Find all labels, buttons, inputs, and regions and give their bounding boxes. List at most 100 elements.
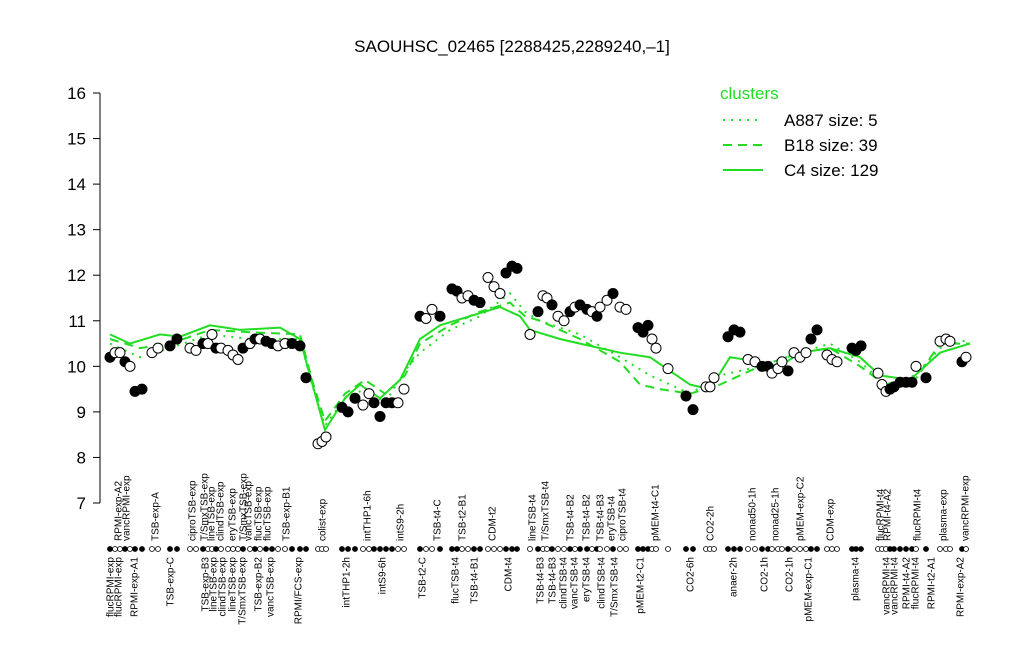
rug-mark bbox=[213, 546, 219, 552]
rug-mark bbox=[465, 546, 471, 552]
point bbox=[831, 356, 843, 368]
x-label-top: nonad50-1h bbox=[748, 488, 759, 541]
y-tick-label: 8 bbox=[77, 448, 86, 467]
point bbox=[136, 383, 148, 395]
x-label-bottom: flucRPMI-exp bbox=[106, 557, 117, 617]
y-tick-label: 10 bbox=[67, 357, 86, 376]
rug-mark bbox=[112, 546, 118, 552]
point bbox=[294, 340, 306, 352]
rug-mark bbox=[503, 546, 509, 552]
x-label-top: T/SmxTSB-exp bbox=[239, 473, 250, 541]
point bbox=[906, 376, 918, 388]
rug-mark bbox=[193, 546, 199, 552]
x-label-top: CDM-t2 bbox=[488, 506, 499, 541]
point bbox=[392, 397, 404, 409]
rug-mark bbox=[360, 546, 366, 552]
x-label-bottom: CO2-6h bbox=[686, 557, 697, 592]
rug-mark bbox=[383, 546, 389, 552]
x-label-top: lineTSB-exp bbox=[207, 486, 218, 541]
x-label-top: ciproTSB-t4 bbox=[618, 488, 629, 541]
rug-mark bbox=[417, 546, 423, 552]
rug-mark bbox=[923, 546, 929, 552]
point bbox=[960, 351, 972, 363]
x-label-top: TSB-t4-B2 bbox=[566, 494, 577, 541]
x-label-bottom: eryTSB-t4 bbox=[582, 557, 593, 602]
x-label-bottom: CDM-t4 bbox=[504, 557, 515, 592]
x-label-bottom: RPMI-t2-A1 bbox=[927, 557, 938, 610]
point bbox=[494, 287, 506, 299]
rug-mark bbox=[240, 546, 246, 552]
rug-mark bbox=[610, 546, 616, 552]
point bbox=[662, 363, 674, 375]
rug-mark bbox=[155, 546, 161, 552]
x-label-bottom: TSB-t4-B3 bbox=[536, 557, 547, 604]
point bbox=[620, 303, 632, 315]
legend-title: clusters bbox=[720, 84, 779, 103]
rug-mark bbox=[263, 546, 269, 552]
rug-mark bbox=[395, 546, 401, 552]
rug-mark bbox=[544, 546, 550, 552]
rug-mark bbox=[107, 546, 113, 552]
x-label-top: flucRPMI-t4 bbox=[876, 488, 887, 541]
x-label-bottom: TSB-t4-B3 bbox=[548, 557, 559, 604]
x-label-top: flucTSB-exp bbox=[263, 486, 274, 541]
rug-mark bbox=[377, 546, 383, 552]
rug-mark bbox=[289, 546, 295, 552]
rug-mark bbox=[235, 546, 241, 552]
point bbox=[300, 372, 312, 384]
x-label-bottom: flucTSB-t4 bbox=[451, 557, 462, 604]
x-label-top: pMEM-t4-C1 bbox=[651, 484, 662, 541]
x-label-top: TSB-t2-B1 bbox=[458, 494, 469, 541]
point bbox=[910, 360, 922, 372]
point bbox=[642, 319, 654, 331]
rug-mark bbox=[589, 546, 595, 552]
x-label-bottom: T/SmxTSB-exp bbox=[238, 557, 249, 625]
rug-mark bbox=[225, 546, 231, 552]
y-tick-label: 15 bbox=[67, 130, 86, 149]
x-label-bottom: TSB-t2-C bbox=[418, 557, 429, 599]
y-tick-label: 12 bbox=[67, 266, 86, 285]
point bbox=[687, 404, 699, 416]
legend-label: C4 size: 129 bbox=[784, 161, 879, 180]
rug-mark bbox=[514, 546, 520, 552]
point bbox=[206, 328, 218, 340]
rug-mark bbox=[366, 546, 372, 552]
x-label-top: ciproTSB-exp bbox=[188, 480, 199, 541]
x-label-top: CDM-exp bbox=[826, 498, 837, 541]
rug-mark bbox=[429, 546, 435, 552]
rug-mark bbox=[759, 546, 765, 552]
rug-mark bbox=[858, 546, 864, 552]
rug-mark bbox=[752, 546, 758, 552]
point bbox=[776, 356, 788, 368]
point bbox=[488, 281, 500, 293]
x-label-top: lineTSB-t4 bbox=[528, 494, 539, 541]
x-label-bottom: lineTSB-exp bbox=[228, 557, 239, 612]
x-label-bottom: RPMI-exp-A2 bbox=[956, 557, 967, 617]
x-label-bottom: RPMI/FCS-exp bbox=[294, 557, 305, 625]
rug-mark bbox=[665, 546, 671, 552]
point bbox=[363, 388, 375, 400]
point bbox=[426, 303, 438, 315]
point bbox=[152, 342, 164, 354]
x-label-bottom: pMEM-exp-C1 bbox=[804, 557, 815, 622]
rug-mark bbox=[561, 546, 567, 552]
y-tick-label: 9 bbox=[77, 403, 86, 422]
x-label-bottom: clindTSB-t4 bbox=[559, 557, 570, 609]
y-tick-label: 7 bbox=[77, 494, 86, 513]
x-label-top: RPMI-exp-A2 bbox=[114, 481, 125, 541]
x-label-bottom: pMEM-t2-C1 bbox=[636, 557, 647, 614]
rug-mark bbox=[814, 546, 820, 552]
point bbox=[434, 310, 446, 322]
rug-mark bbox=[275, 546, 281, 552]
rug-mark bbox=[389, 546, 395, 552]
x-label-bottom: TSB-t4-B1 bbox=[470, 557, 481, 604]
rug-mark bbox=[779, 546, 785, 552]
x-label-bottom: TSB-exp-B3 bbox=[201, 557, 212, 612]
rug-mark bbox=[345, 546, 351, 552]
x-label-top: TSB-t4-B3 bbox=[596, 494, 607, 541]
rug-mark bbox=[635, 546, 641, 552]
point bbox=[601, 294, 613, 306]
rug-mark bbox=[339, 546, 345, 552]
rug-mark bbox=[891, 546, 897, 552]
point bbox=[398, 383, 410, 395]
